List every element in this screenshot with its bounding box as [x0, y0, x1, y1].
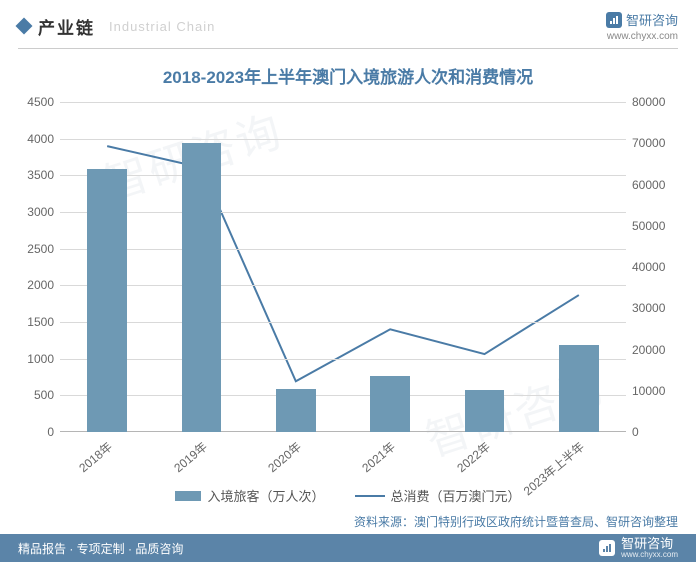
x-tick-label: 2022年	[453, 438, 494, 476]
diamond-icon	[16, 18, 33, 35]
y-right-tick: 70000	[626, 136, 665, 150]
grid-line	[60, 285, 626, 286]
grid-line	[60, 212, 626, 213]
y-left-tick: 2000	[27, 278, 60, 292]
section-title: 产业链	[38, 14, 95, 39]
footer-brand-url: www.chyxx.com	[621, 551, 678, 559]
footer-brand: 智研咨询 www.chyxx.com	[599, 537, 678, 559]
x-labels: 2018年2019年2020年2021年2022年2023年上半年	[60, 432, 626, 484]
y-right-tick: 40000	[626, 260, 665, 274]
grid-line	[60, 249, 626, 250]
y-left-tick: 2500	[27, 242, 60, 256]
legend-item-line: 总消费（百万澳门元）	[355, 486, 521, 505]
brand-logo-icon	[606, 12, 622, 28]
y-right-tick: 0	[626, 425, 639, 439]
y-right-tick: 20000	[626, 343, 665, 357]
bar	[559, 345, 599, 432]
brand-name: 智研咨询	[626, 10, 678, 29]
footer: 精品报告 · 专项定制 · 品质咨询 智研咨询 www.chyxx.com	[0, 534, 696, 562]
y-left-tick: 500	[34, 388, 60, 402]
legend-item-bar: 入境旅客（万人次）	[175, 486, 324, 505]
plot-area: 智研咨询 智研咨询 050010001500200025003000350040…	[60, 102, 626, 432]
chart-title: 2018-2023年上半年澳门入境旅游人次和消费情况	[18, 63, 678, 88]
grid-line	[60, 102, 626, 103]
grid-line	[60, 359, 626, 360]
bar	[276, 389, 316, 432]
chart-container: 2018-2023年上半年澳门入境旅游人次和消费情况 智研咨询 智研咨询 050…	[0, 53, 696, 509]
grid-line	[60, 322, 626, 323]
brand: 智研咨询 www.chyxx.com	[606, 10, 678, 42]
legend-bar-label: 入境旅客（万人次）	[207, 486, 324, 505]
y-right-tick: 30000	[626, 301, 665, 315]
grid-line	[60, 139, 626, 140]
y-left-tick: 3000	[27, 205, 60, 219]
legend-line-label: 总消费（百万澳门元）	[391, 486, 521, 505]
line-series	[107, 146, 579, 381]
source-text: 资料来源：澳门特别行政区政府统计暨普查局、智研咨询整理	[0, 509, 696, 530]
bar	[465, 390, 505, 432]
footer-logo-icon	[599, 540, 615, 556]
x-tick-label: 2019年	[170, 438, 211, 476]
y-left-tick: 0	[47, 425, 60, 439]
grid-line	[60, 175, 626, 176]
bar	[370, 376, 410, 432]
y-left-tick: 1000	[27, 352, 60, 366]
footer-left: 精品报告 · 专项定制 · 品质咨询	[18, 540, 183, 557]
x-tick-label: 2020年	[264, 438, 305, 476]
y-right-tick: 10000	[626, 384, 665, 398]
x-tick-label: 2018年	[76, 438, 117, 476]
header-left: 产业链 Industrial Chain	[18, 14, 215, 39]
legend-bar-icon	[175, 491, 201, 501]
bar	[87, 169, 127, 432]
y-left-tick: 4000	[27, 132, 60, 146]
bar	[182, 143, 222, 432]
brand-url: www.chyxx.com	[607, 31, 678, 42]
y-right-tick: 80000	[626, 95, 665, 109]
y-left-tick: 4500	[27, 95, 60, 109]
divider	[18, 48, 678, 49]
section-title-en: Industrial Chain	[109, 19, 215, 34]
footer-brand-name: 智研咨询	[621, 537, 678, 551]
legend-line-icon	[355, 495, 385, 497]
y-right-tick: 50000	[626, 219, 665, 233]
y-right-tick: 60000	[626, 178, 665, 192]
line-chart-svg	[60, 102, 626, 432]
header: 产业链 Industrial Chain 智研咨询 www.chyxx.com	[0, 0, 696, 48]
grid-line	[60, 395, 626, 396]
y-left-tick: 1500	[27, 315, 60, 329]
x-tick-label: 2021年	[359, 438, 400, 476]
y-left-tick: 3500	[27, 168, 60, 182]
legend: 入境旅客（万人次） 总消费（百万澳门元）	[18, 486, 678, 505]
